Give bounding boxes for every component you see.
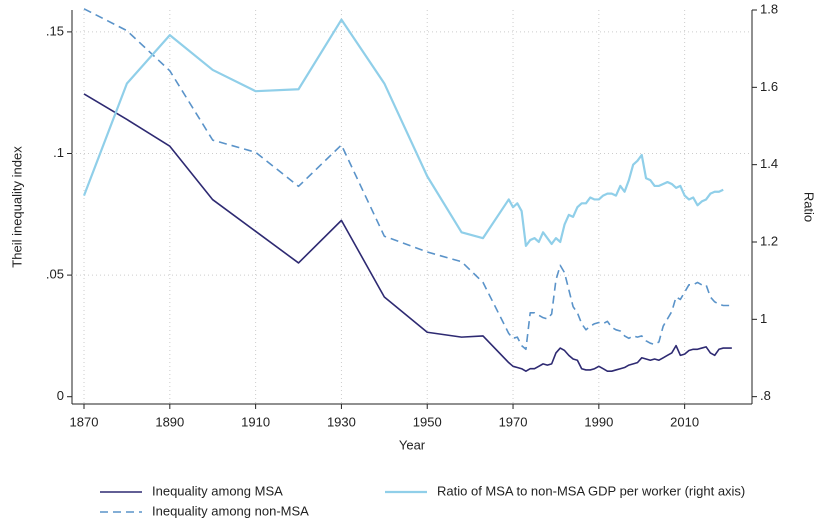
x-axis-title: Year <box>399 437 426 452</box>
y2-tick-label: 1.4 <box>760 156 778 171</box>
legend-label: Ratio of MSA to non-MSA GDP per worker (… <box>437 483 745 498</box>
y2-axis-title: Ratio <box>802 192 817 222</box>
x-tick-label: 1910 <box>241 414 270 429</box>
x-tick-label: 1890 <box>155 414 184 429</box>
x-tick-label: 1990 <box>584 414 613 429</box>
y-tick-label: .1 <box>53 145 64 160</box>
y2-tick-label: 1.6 <box>760 79 778 94</box>
y-tick-label: .15 <box>46 23 64 38</box>
series-line <box>83 93 732 372</box>
y2-tick-label: .8 <box>760 388 771 403</box>
y-tick-label: 0 <box>57 388 64 403</box>
x-tick-label: 1870 <box>70 414 99 429</box>
x-tick-label: 2010 <box>670 414 699 429</box>
y2-tick-label: 1.8 <box>760 1 778 16</box>
legend-label: Inequality among MSA <box>152 483 283 498</box>
y2-tick-label: 1 <box>760 311 767 326</box>
x-tick-label: 1930 <box>327 414 356 429</box>
x-tick-label: 1970 <box>499 414 528 429</box>
legend-label: Inequality among non-MSA <box>152 503 309 518</box>
y2-tick-label: 1.2 <box>760 233 778 248</box>
series-line <box>83 8 732 351</box>
series-line <box>82 18 724 247</box>
y-tick-label: .05 <box>46 267 64 282</box>
y-axis-title: Theil inequality index <box>9 146 24 268</box>
x-tick-label: 1950 <box>413 414 442 429</box>
